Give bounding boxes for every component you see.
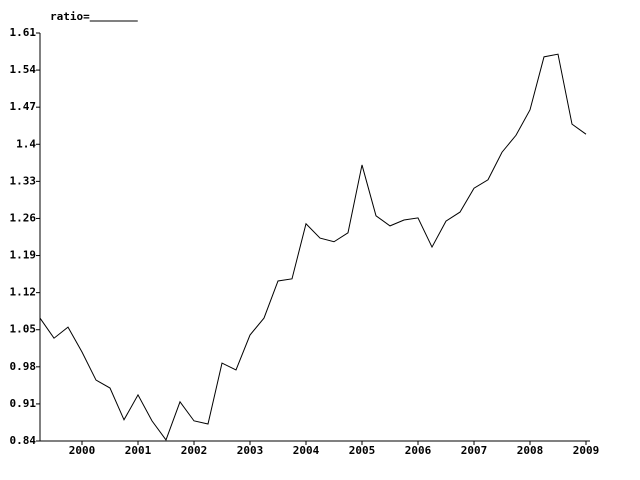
- x-tick-label: 2000: [69, 444, 96, 457]
- x-tick-label: 2001: [125, 444, 152, 457]
- y-tick-label: 1.33: [10, 174, 37, 187]
- x-tick-label: 2009: [573, 444, 600, 457]
- y-tick-label: 1.47: [10, 100, 37, 113]
- x-tick-label: 2007: [461, 444, 488, 457]
- data-line: [39, 53, 587, 441]
- x-tick-label: 2008: [517, 444, 544, 457]
- y-tick-label: 0.91: [10, 397, 37, 410]
- y-tick-label: 0.98: [10, 360, 37, 373]
- x-tick-label: 2004: [293, 444, 320, 457]
- x-tick-label: 2006: [405, 444, 432, 457]
- y-tick-label: 1.4: [16, 137, 36, 150]
- y-tick-label: 1.19: [10, 249, 37, 262]
- x-tick-label: 2002: [181, 444, 208, 457]
- y-tick-label: 1.12: [10, 286, 37, 299]
- x-tick-label: 2003: [237, 444, 264, 457]
- x-tick-label: 2005: [349, 444, 376, 457]
- legend-label: ratio=: [50, 10, 90, 23]
- y-tick-label: 0.84: [10, 434, 37, 447]
- y-tick-label: 1.26: [10, 211, 37, 224]
- y-tick-label: 1.61: [10, 26, 37, 39]
- y-tick-label: 1.05: [10, 323, 37, 336]
- y-tick-label: 1.54: [10, 63, 37, 76]
